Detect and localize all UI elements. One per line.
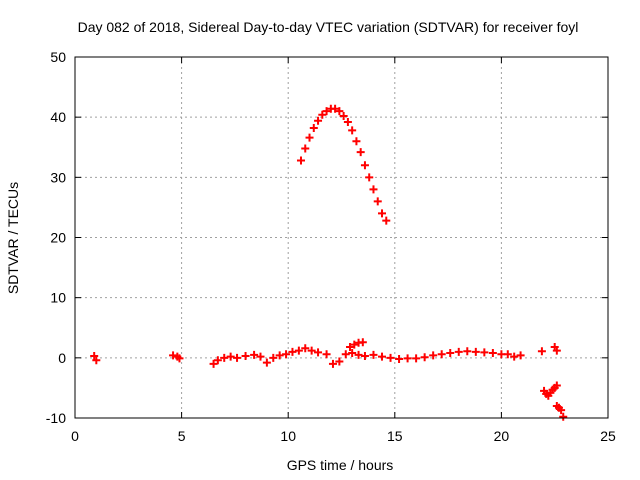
data-point xyxy=(369,185,378,194)
data-point xyxy=(454,347,463,356)
x-tick-label: 20 xyxy=(494,428,510,444)
grid xyxy=(75,57,608,418)
data-points xyxy=(90,104,568,421)
data-point xyxy=(552,346,561,355)
y-tick-label: 20 xyxy=(50,230,66,246)
data-point xyxy=(307,346,316,355)
data-point xyxy=(429,351,438,360)
data-point xyxy=(282,350,291,359)
data-point xyxy=(510,352,519,361)
data-point xyxy=(288,347,297,356)
data-point xyxy=(341,350,350,359)
data-point xyxy=(301,344,310,353)
data-point xyxy=(301,144,310,153)
y-tick-label: 10 xyxy=(50,290,66,306)
data-point xyxy=(294,346,303,355)
series-near-zero xyxy=(90,344,525,368)
data-point xyxy=(373,197,382,206)
axis-ticks: 0 5 10 15 20 25 -10 0 10 20 30 40 50 xyxy=(46,49,616,444)
data-point xyxy=(471,347,480,356)
data-point xyxy=(360,161,369,170)
data-point xyxy=(480,348,489,357)
data-point xyxy=(559,412,568,421)
data-point xyxy=(90,352,99,361)
data-point xyxy=(360,352,369,361)
x-tick-label: 5 xyxy=(178,428,186,444)
x-tick-label: 15 xyxy=(387,428,403,444)
data-point xyxy=(537,347,546,356)
data-point xyxy=(516,351,525,360)
x-axis-label: GPS time / hours xyxy=(287,457,394,473)
data-point xyxy=(209,359,218,368)
data-point xyxy=(305,133,314,142)
data-point xyxy=(314,348,323,357)
data-point xyxy=(348,349,357,358)
series-arc-high xyxy=(296,104,391,225)
data-point xyxy=(335,357,344,366)
x-tick-label: 0 xyxy=(71,428,79,444)
data-point xyxy=(463,347,472,356)
data-point xyxy=(269,353,278,362)
data-point xyxy=(382,216,391,225)
data-point xyxy=(412,354,421,363)
data-point xyxy=(346,343,355,352)
data-point xyxy=(356,148,365,157)
data-point xyxy=(369,350,378,359)
data-point xyxy=(437,350,446,359)
data-point xyxy=(365,173,374,182)
data-point xyxy=(322,350,331,359)
x-tick-label: 10 xyxy=(280,428,296,444)
data-point xyxy=(446,349,455,358)
series-late xyxy=(537,343,568,421)
data-point xyxy=(557,406,566,415)
data-point xyxy=(352,137,361,146)
data-point xyxy=(386,353,395,362)
data-point xyxy=(233,353,242,362)
y-tick-label: 40 xyxy=(50,109,66,125)
data-point xyxy=(296,156,305,165)
data-point xyxy=(403,354,412,363)
data-point xyxy=(420,353,429,362)
chart-title: Day 082 of 2018, Sidereal Day-to-day VTE… xyxy=(78,19,579,35)
y-tick-label: 0 xyxy=(58,350,66,366)
data-point xyxy=(226,352,235,361)
data-point xyxy=(343,117,352,126)
data-point xyxy=(378,209,387,218)
data-point xyxy=(503,350,512,359)
data-point xyxy=(552,381,561,390)
data-point xyxy=(339,111,348,120)
data-point xyxy=(250,350,259,359)
data-point xyxy=(241,352,250,361)
data-point xyxy=(354,350,363,359)
data-point xyxy=(348,126,357,135)
data-point xyxy=(331,104,340,113)
series-short-arc-mid xyxy=(346,338,367,352)
data-point xyxy=(275,351,284,360)
data-point xyxy=(213,356,222,365)
data-point xyxy=(350,340,359,349)
data-point xyxy=(488,349,497,358)
data-point xyxy=(256,352,265,361)
x-tick-label: 25 xyxy=(600,428,616,444)
data-point xyxy=(309,123,318,132)
y-axis-label: SDTVAR / TECUs xyxy=(5,182,21,294)
data-point xyxy=(322,107,331,116)
data-point xyxy=(328,359,337,368)
data-point xyxy=(92,356,101,365)
data-point xyxy=(395,355,404,364)
y-tick-label: -10 xyxy=(46,410,66,426)
data-point xyxy=(175,354,184,363)
data-point xyxy=(314,116,323,125)
y-tick-label: 50 xyxy=(50,49,66,65)
y-tick-label: 30 xyxy=(50,169,66,185)
data-point xyxy=(318,110,327,119)
data-point xyxy=(220,353,229,362)
data-point xyxy=(169,351,178,360)
data-point xyxy=(358,338,367,347)
data-point xyxy=(262,358,271,367)
data-point xyxy=(378,352,387,361)
data-point xyxy=(335,107,344,116)
